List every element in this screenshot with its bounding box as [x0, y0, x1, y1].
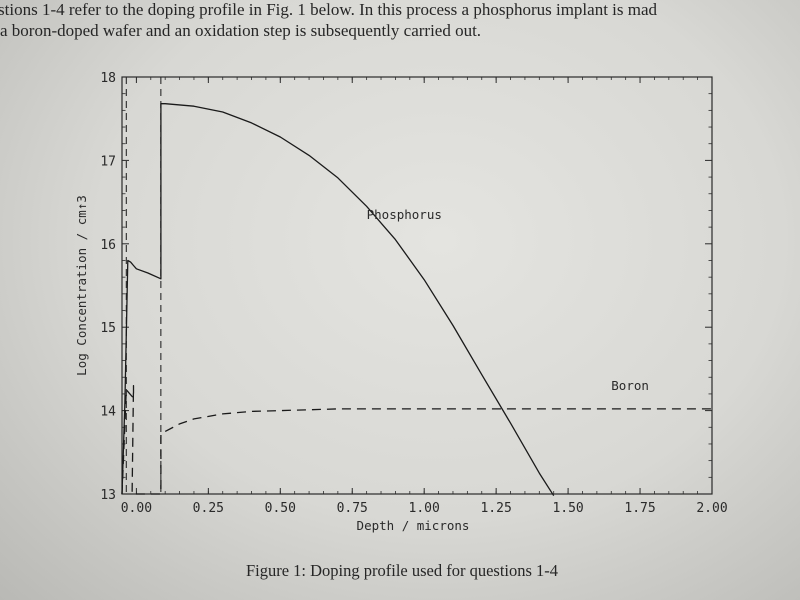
series-line-boron	[121, 384, 712, 495]
annotation-phosphorus: Phosphorus	[367, 207, 442, 222]
y-tick-label: 18	[100, 71, 116, 86]
y-axis-label: Log Concentration / cm↑3	[74, 195, 89, 376]
x-tick-label: 0.75	[337, 501, 368, 516]
y-tick-label: 13	[100, 488, 116, 503]
x-tick-label: 1.50	[552, 501, 583, 516]
y-tick-label: 15	[100, 321, 116, 336]
x-tick-label: 1.00	[409, 501, 440, 516]
y-tick-label: 17	[100, 154, 116, 169]
figure-caption: Figure 1: Doping profile used for questi…	[245, 561, 559, 580]
series-line-phosphorus	[121, 103, 555, 497]
x-tick-label: 1.25	[480, 501, 511, 516]
plot-frame	[121, 76, 713, 495]
x-axis-label: Depth / microns	[357, 518, 470, 533]
y-tick-label: 16	[100, 238, 116, 253]
x-tick-label: 0.00	[121, 501, 152, 516]
x-tick-label: 0.50	[265, 501, 296, 516]
x-tick-label: 1.75	[624, 501, 655, 516]
annotation-boron: Boron	[611, 378, 649, 393]
question-text-line-2: a boron-doped wafer and an oxidation ste…	[0, 21, 482, 40]
x-tick-label: 2.00	[696, 501, 727, 516]
y-tick-label: 14	[100, 405, 116, 420]
x-tick-label: 0.25	[193, 501, 224, 516]
question-text-line-1: uestions 1-4 refer to the doping profile…	[0, 0, 658, 19]
